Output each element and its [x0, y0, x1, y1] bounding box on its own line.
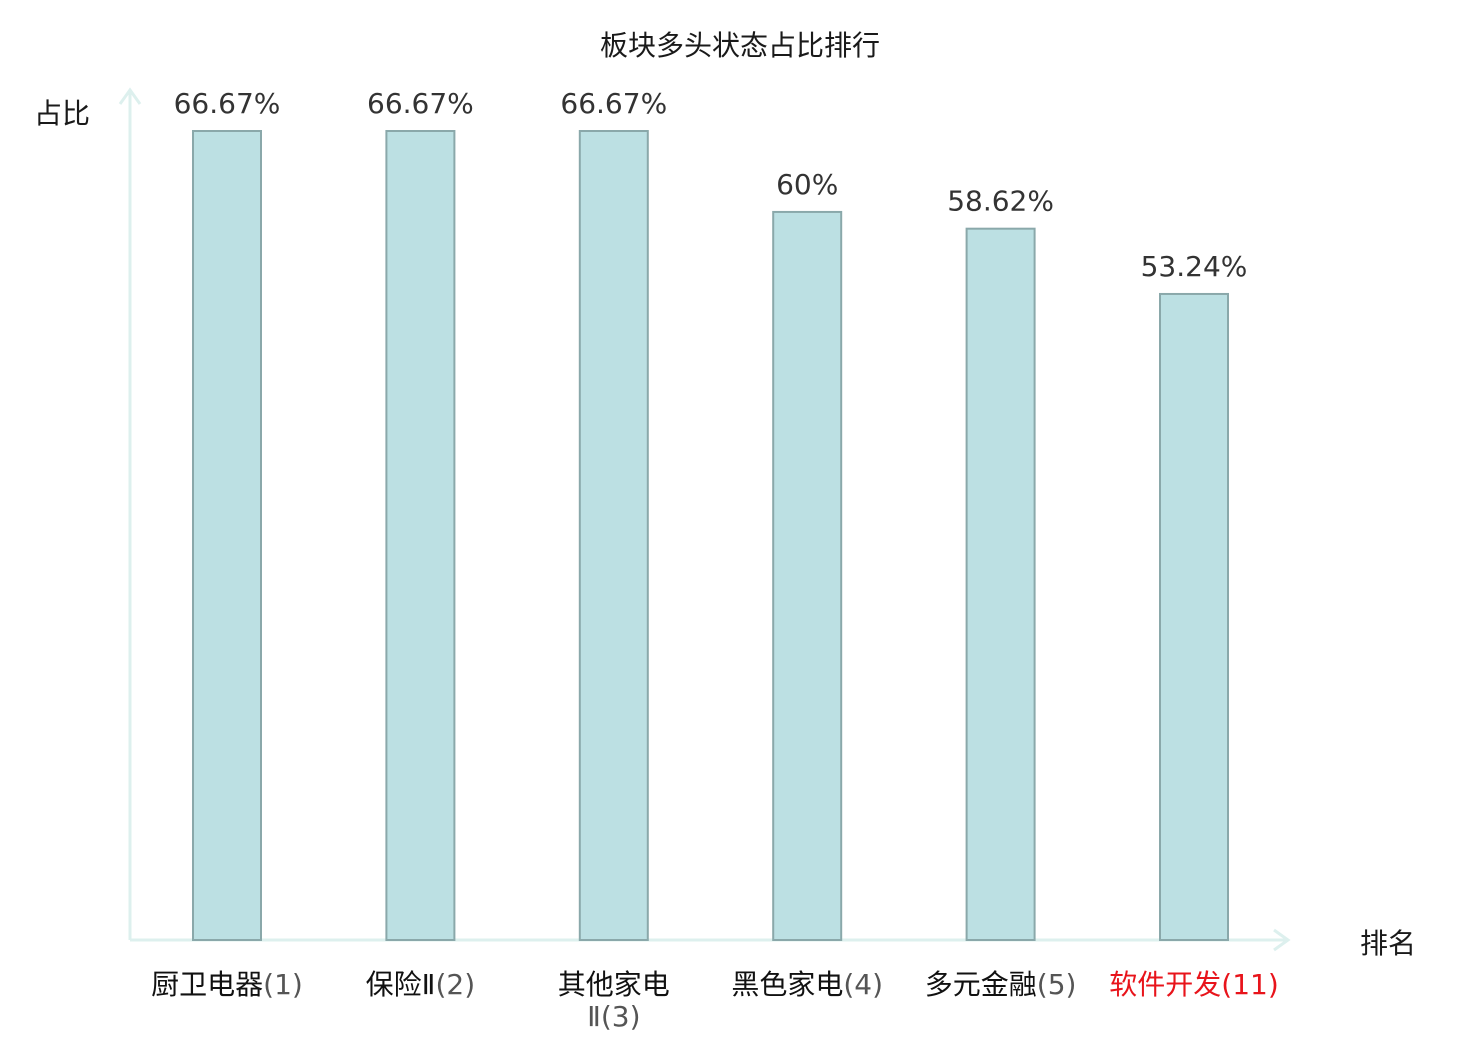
x-axis-arrow: [1273, 928, 1291, 952]
x-axis-label: 排名: [1360, 927, 1417, 960]
x-tick-label: 黑色家电(4): [731, 968, 883, 1001]
category-name: 保险Ⅱ: [366, 968, 436, 1001]
bar: [192, 130, 262, 941]
category-name: 多元金融: [925, 968, 1037, 1001]
x-tick-label: 软件开发(11): [1109, 968, 1279, 1001]
category-rank: (5): [1037, 968, 1077, 1001]
bar: [385, 130, 456, 941]
x-tick-label: 其他家电 Ⅱ(3): [558, 968, 670, 1033]
x-tick-label: 保险Ⅱ(2): [366, 968, 475, 1001]
category-rank: Ⅱ(3): [587, 1000, 640, 1033]
y-axis-label: 占比: [34, 97, 91, 130]
category-name: 其他家电: [558, 968, 670, 1001]
bar: [578, 130, 649, 941]
category-name: 厨卫电器: [151, 968, 263, 1001]
category-rank: (4): [843, 968, 883, 1001]
category-rank: (1): [263, 968, 303, 1001]
y-axis-arrow: [118, 87, 142, 105]
category-name: 黑色家电: [731, 968, 843, 1001]
x-tick-label: 多元金融(5): [925, 968, 1077, 1001]
data-label: 66.67%: [560, 87, 667, 120]
bar: [1159, 292, 1229, 941]
bar: [965, 227, 1036, 941]
data-label: 60%: [776, 168, 838, 201]
data-label: 58.62%: [947, 185, 1054, 218]
data-label: 66.67%: [367, 87, 474, 120]
category-rank: (11): [1221, 968, 1278, 1001]
category-rank: (2): [435, 968, 475, 1001]
bar: [772, 210, 843, 941]
data-label: 66.67%: [174, 87, 281, 120]
category-name: 软件开发: [1109, 968, 1221, 1001]
chart-title: 板块多头状态占比排行: [599, 29, 880, 62]
data-label: 53.24%: [1141, 250, 1248, 283]
x-tick-label: 厨卫电器(1): [151, 968, 303, 1001]
